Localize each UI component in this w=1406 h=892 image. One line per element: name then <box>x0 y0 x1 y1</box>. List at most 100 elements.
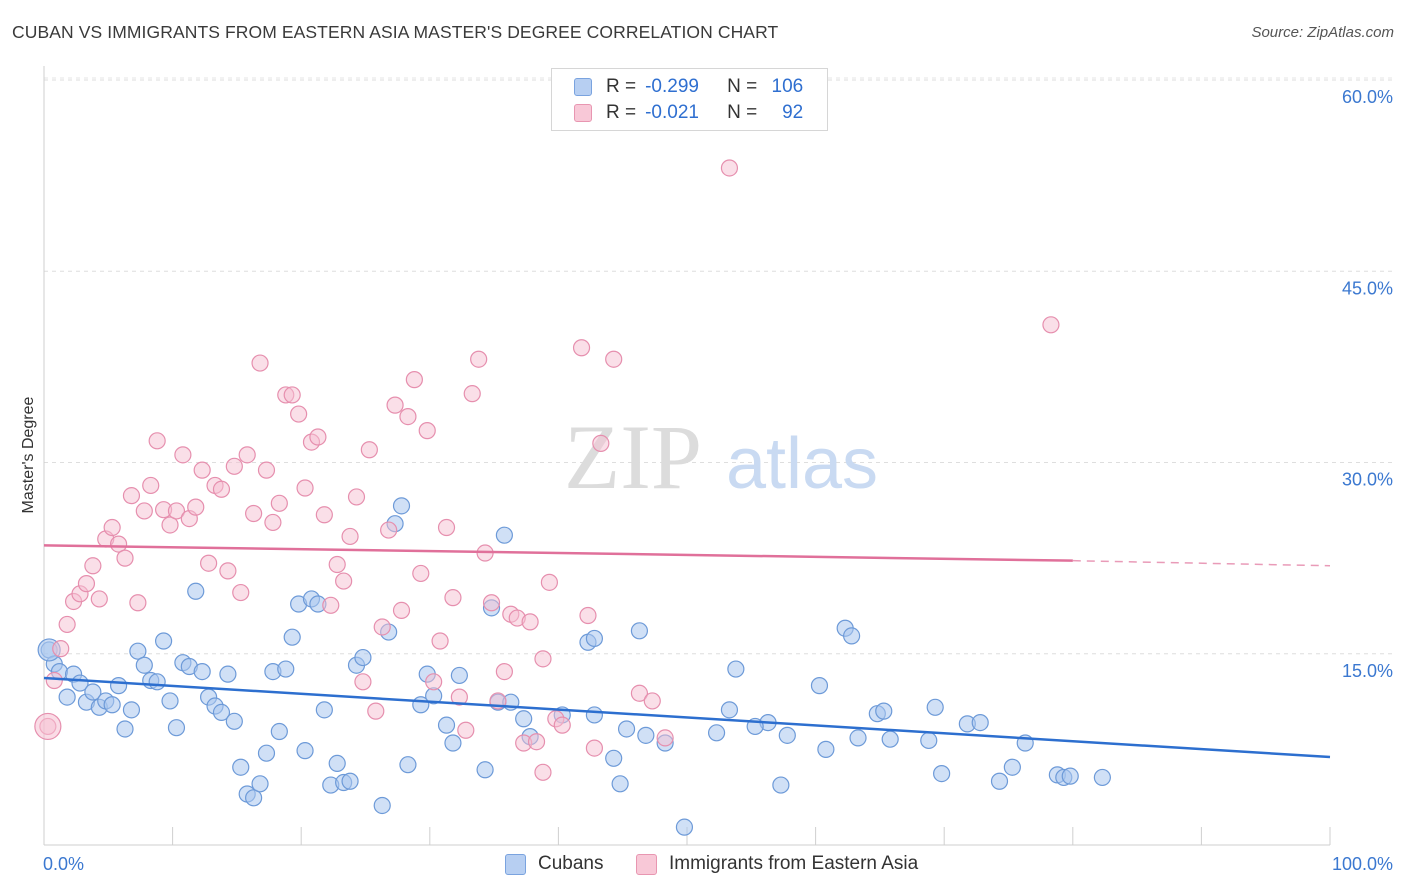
cubans-point <box>392 497 411 515</box>
cubans-point <box>251 775 269 793</box>
bottom-legend-eastern-asia: Immigrants from Eastern Asia <box>636 851 918 877</box>
y-tick-label: 15.0% <box>1342 661 1393 681</box>
eastern-asia-point <box>167 502 186 520</box>
cubans-point <box>122 701 141 719</box>
legend-r-value: -0.021 <box>645 102 699 123</box>
cubans-point <box>495 526 513 544</box>
y-tick-label: 45.0% <box>1342 278 1393 298</box>
cubans-trend-line <box>43 676 1331 759</box>
x-tick-label: 0.0% <box>43 854 84 874</box>
eastern-asia-point <box>77 575 96 593</box>
eastern-asia-point <box>232 583 250 602</box>
eastern-asia-point-large <box>34 712 62 741</box>
cubans-point <box>225 712 243 730</box>
eastern-asia-point <box>592 434 610 452</box>
eastern-asia-point <box>431 632 449 650</box>
x-tick-label: 100.0% <box>1332 854 1393 874</box>
cubans-point <box>990 772 1009 790</box>
cubans-point <box>154 632 173 650</box>
cubans-point <box>881 730 899 748</box>
legend-n-value: 92 <box>782 102 804 123</box>
eastern-asia-point <box>347 488 366 506</box>
eastern-asia-point <box>200 554 218 572</box>
eastern-asia-point <box>109 535 128 553</box>
cubans-point <box>315 701 333 719</box>
y-axis-label: Master's Degree <box>20 396 37 513</box>
cubans-point <box>1093 768 1111 787</box>
eastern-asia-point <box>579 606 597 625</box>
cubans-point <box>161 692 179 710</box>
cubans-point <box>444 734 462 752</box>
cubans-point <box>585 629 604 648</box>
eastern-asia-point <box>405 371 423 389</box>
cubans-point <box>772 776 790 794</box>
eastern-asia-point <box>463 385 481 403</box>
cubans-point <box>232 758 250 776</box>
eastern-asia-trend-line <box>43 544 1073 562</box>
eastern-asia-point <box>540 573 558 591</box>
legend-swatch-blue <box>574 78 592 96</box>
cubans-point <box>109 677 128 695</box>
legend-row-eastern-asia: R = -0.021 N = 92 <box>574 102 803 124</box>
legend-n-label: N = <box>727 102 758 123</box>
eastern-asia-point <box>380 521 398 539</box>
cubans-point <box>212 703 231 722</box>
eastern-asia-point <box>1042 316 1060 334</box>
eastern-asia-point <box>373 618 391 636</box>
chart-title: CUBAN VS IMMIGRANTS FROM EASTERN ASIA MA… <box>12 22 779 42</box>
legend-r-value: -0.299 <box>645 76 699 97</box>
cubans-point <box>296 742 314 760</box>
eastern-asia-point <box>193 461 211 479</box>
eastern-asia-point <box>534 763 552 781</box>
eastern-asia-point <box>212 480 231 498</box>
cubans-point <box>476 761 494 779</box>
cubans-point <box>515 710 533 728</box>
cubans-point <box>277 660 295 678</box>
eastern-asia-point <box>534 650 552 668</box>
eastern-asia-point <box>161 516 179 534</box>
bottom-legend-label: Immigrants from Eastern Asia <box>669 853 919 874</box>
eastern-asia-point <box>605 350 623 368</box>
eastern-asia-point <box>187 498 205 516</box>
eastern-asia-point <box>482 594 501 612</box>
legend-swatch-pink <box>574 104 592 122</box>
watermark: ZIP atlas <box>564 406 878 508</box>
cubans-point <box>778 726 796 744</box>
cubans-point <box>920 731 938 750</box>
cubans-point <box>933 764 951 783</box>
cubans-point <box>373 796 391 815</box>
y-tick-label: 60.0% <box>1342 87 1393 107</box>
eastern-asia-point <box>437 518 456 537</box>
legend-row-cubans: R = -0.299 N = 106 <box>574 76 803 98</box>
watermark-atlas: atlas <box>726 424 878 504</box>
eastern-asia-point <box>425 673 443 691</box>
eastern-asia-point <box>527 733 546 751</box>
eastern-asia-point <box>238 446 256 464</box>
watermark-zip: ZIP <box>564 406 702 508</box>
stats-legend: R = -0.299 N = 106 R = -0.021 N = 92 <box>551 68 828 131</box>
eastern-asia-point <box>45 671 63 690</box>
eastern-asia-point <box>290 405 308 423</box>
eastern-asia-point <box>643 692 661 710</box>
eastern-asia-point <box>386 396 404 414</box>
cubans-point <box>219 665 237 683</box>
cubans-point <box>675 818 694 836</box>
eastern-asia-point <box>630 684 649 702</box>
legend-r-label: R = <box>606 102 637 123</box>
source-credit: Source: ZipAtlas.com <box>1251 24 1394 41</box>
eastern-asia-point <box>174 446 192 464</box>
eastern-asia-point <box>283 386 301 404</box>
cubans-point <box>58 688 76 706</box>
cubans-point <box>1061 767 1079 785</box>
eastern-asia-point <box>495 662 513 681</box>
cubans-point <box>817 740 835 758</box>
cubans-point <box>727 660 745 678</box>
cubans-point <box>354 648 372 667</box>
eastern-asia-point <box>90 590 108 608</box>
cubans-point <box>637 726 655 744</box>
legend-n-value: 106 <box>771 76 804 97</box>
cubans-point <box>116 720 134 738</box>
cubans-point <box>437 716 456 734</box>
eastern-asia-point <box>315 506 333 524</box>
eastern-asia-point <box>457 721 475 739</box>
